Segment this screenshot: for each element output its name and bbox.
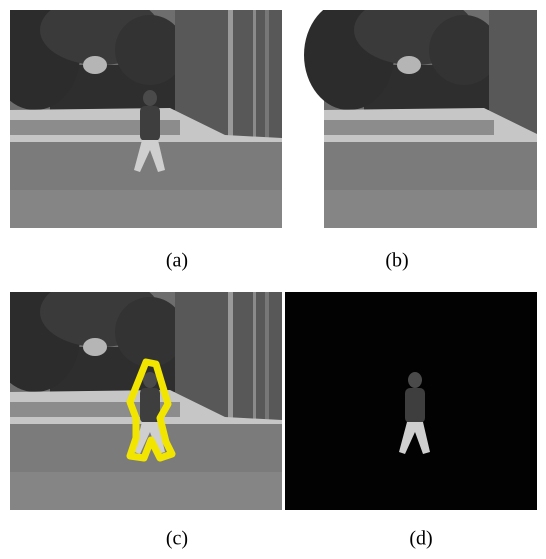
- image-b: [304, 0, 546, 228]
- caption: (a): [166, 250, 188, 272]
- image-d: [285, 292, 537, 510]
- caption: (d): [409, 528, 432, 550]
- scene: [304, 0, 546, 228]
- page: (a) (b) (c) (d) (() => { const data = JS…: [0, 0, 546, 554]
- caption: (c): [166, 528, 188, 550]
- figure: (a) (b) (c) (d): [0, 0, 546, 554]
- image-a: [0, 0, 282, 228]
- image-c: [0, 277, 282, 510]
- caption: (b): [385, 250, 408, 272]
